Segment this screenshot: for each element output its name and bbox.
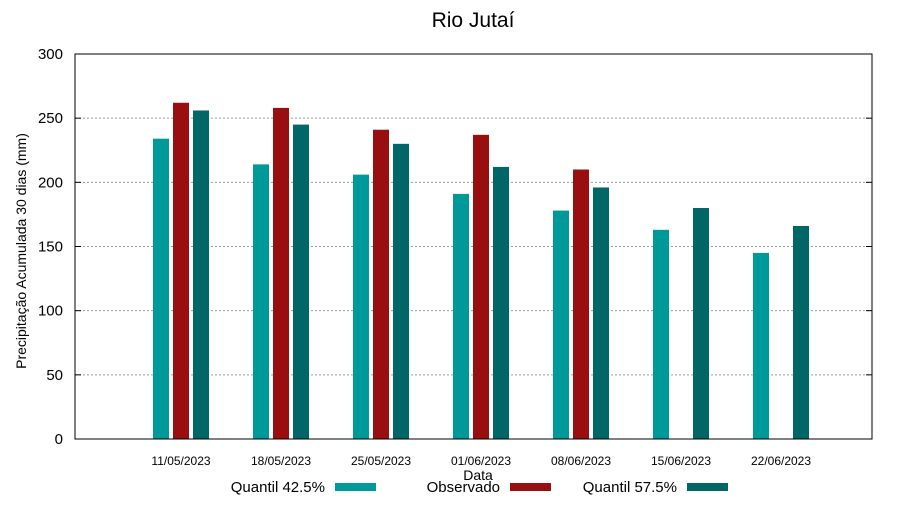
bar-quantil-42-5--1 — [253, 164, 269, 439]
x-tick-label: 22/06/2023 — [751, 454, 811, 468]
x-tick-label: 08/06/2023 — [551, 454, 611, 468]
legend: Quantil 42.5% Observado Quantil 57.5% — [231, 479, 728, 496]
bar-observado-1 — [273, 107, 289, 440]
legend-label: Observado — [427, 479, 500, 496]
y-tick-label: 150 — [38, 239, 63, 256]
bar-quantil-42-5--2 — [353, 174, 369, 439]
bar-quantil-42-5--4 — [553, 210, 569, 439]
x-tick-label: 11/05/2023 — [151, 454, 210, 468]
bar-quantil-57-5--0 — [193, 110, 209, 439]
bar-quantil-42-5--3 — [453, 193, 469, 439]
chart-title: Rio Jutaí — [432, 9, 515, 32]
x-tick-label: 18/05/2023 — [251, 454, 311, 468]
x-tick-labels: 11/05/2023 18/05/2023 25/05/2023 01/06/2023… — [151, 454, 811, 468]
legend-swatch — [335, 483, 376, 491]
x-axis-label: Data — [463, 467, 493, 483]
y-tick-labels: 0 50 100 150 200 250 300 — [38, 46, 872, 448]
y-tick-label: 200 — [38, 174, 63, 191]
bar-observado-2 — [373, 129, 389, 439]
legend-swatch — [687, 483, 728, 491]
bar-observado-0 — [173, 102, 189, 440]
legend-label: Quantil 57.5% — [583, 479, 677, 496]
y-tick-label: 250 — [38, 110, 63, 127]
bar-quantil-42-5--5 — [653, 229, 669, 439]
x-tick-label: 01/06/2023 — [451, 454, 511, 468]
bar-observado-4 — [573, 169, 589, 439]
bar-quantil-57-5--1 — [293, 124, 309, 439]
bar-quantil-57-5--4 — [593, 187, 609, 439]
bar-quantil-57-5--6 — [793, 225, 809, 439]
bar-quantil-57-5--5 — [693, 208, 709, 439]
y-tick-label: 100 — [38, 303, 63, 320]
y-tick-label: 300 — [38, 46, 63, 63]
bars — [153, 102, 809, 440]
y-axis-label: Precipitação Acumulada 30 dias (mm) — [13, 133, 29, 369]
legend-label: Quantil 42.5% — [231, 479, 325, 496]
x-tick-label: 25/05/2023 — [351, 454, 411, 468]
y-tick-label: 50 — [46, 367, 63, 384]
bar-observado-3 — [473, 134, 489, 439]
bar-quantil-57-5--2 — [393, 143, 409, 440]
bar-quantil-57-5--3 — [493, 166, 509, 439]
legend-swatch — [510, 483, 551, 491]
y-tick-label: 0 — [55, 431, 63, 448]
x-tick-label: 15/06/2023 — [651, 454, 711, 468]
bar-quantil-42-5--0 — [153, 138, 169, 439]
bar-quantil-42-5--6 — [753, 252, 769, 439]
